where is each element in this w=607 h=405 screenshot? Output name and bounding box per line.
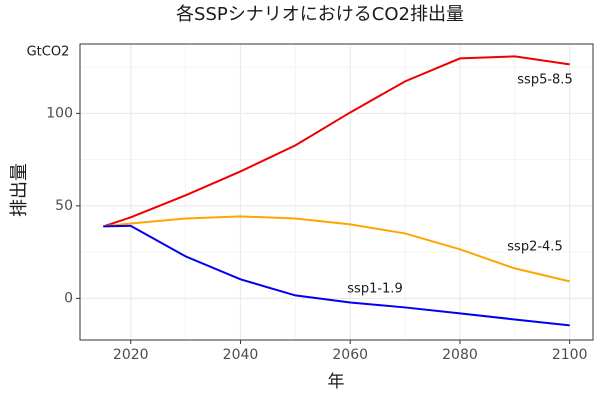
x-tick-label: 2020 xyxy=(113,347,149,363)
series-line xyxy=(103,224,570,327)
x-tick-label: 2100 xyxy=(552,347,588,363)
x-tick-label: 2060 xyxy=(332,347,368,363)
y-axis-label: 排出量 xyxy=(9,163,30,217)
annotation: ssp1-1.9 xyxy=(347,282,402,297)
plot-border xyxy=(79,43,594,341)
annotation: ssp2-4.5 xyxy=(507,240,562,255)
annotation: ssp5-8.5 xyxy=(517,73,572,88)
y-tick-label: 50 xyxy=(55,198,73,214)
series-line xyxy=(103,55,570,228)
plot-background xyxy=(80,44,593,340)
x-tick-label: 2080 xyxy=(442,347,478,363)
x-axis-label: 年 xyxy=(328,372,345,392)
y-tick-label: 100 xyxy=(46,105,73,121)
chart-title: 各SSPシナリオにおけるCO2排出量 xyxy=(176,4,464,25)
y-tick-label: 0 xyxy=(64,290,73,306)
annotation: GtCO2 xyxy=(27,45,70,60)
series-line xyxy=(103,215,570,283)
x-tick-label: 2040 xyxy=(223,347,259,363)
